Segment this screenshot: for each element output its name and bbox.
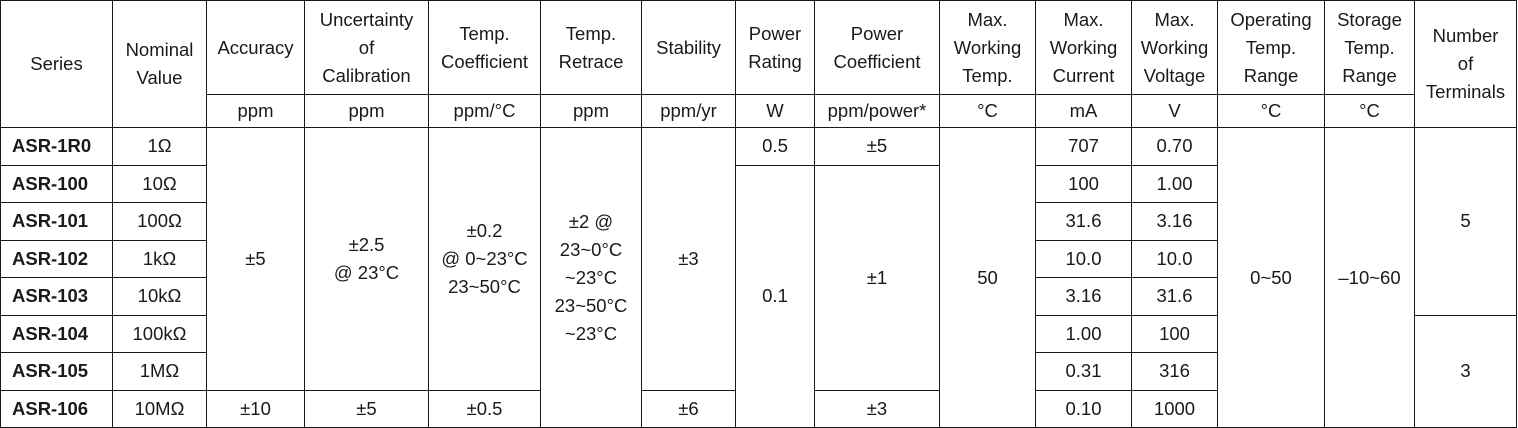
unit-max-working-temp: °C — [939, 94, 1036, 128]
max-working-current-cell: 707 — [1035, 127, 1132, 166]
header-nominal-value: Nominal Value — [112, 0, 207, 128]
unit-uncertainty: ppm — [304, 94, 429, 128]
unit-stability: ppm/yr — [641, 94, 736, 128]
unit-max-working-voltage: V — [1131, 94, 1218, 128]
stability-cell: ±6 — [641, 389, 736, 428]
max-working-current-cell: 1.00 — [1035, 314, 1132, 353]
terminals-cell: 3 — [1414, 314, 1517, 428]
unit-accuracy: ppm — [206, 94, 305, 128]
storage-temp-range-cell: –10~60 — [1324, 127, 1415, 428]
max-working-current-cell: 31.6 — [1035, 202, 1132, 241]
max-working-current-cell: 3.16 — [1035, 277, 1132, 316]
header-accuracy: Accuracy — [206, 0, 305, 95]
unit-temp-coefficient: ppm/°C — [428, 94, 541, 128]
header-max-working-voltage: Max. Working Voltage — [1131, 0, 1218, 95]
nominal-value-cell: 1Ω — [112, 127, 207, 166]
table-row: ASR-100 10Ω 0.1 ±1 100 1.00 — [0, 164, 1517, 428]
nominal-value-cell: 10Ω — [112, 164, 207, 203]
max-working-current-cell: 10.0 — [1035, 239, 1132, 278]
max-working-temp-cell: 50 — [939, 127, 1036, 428]
header-series: Series — [0, 0, 113, 128]
operating-temp-range-cell: 0~50 — [1217, 127, 1325, 428]
header-temp-retrace: Temp. Retrace — [540, 0, 642, 95]
table-row: ASR-1R0 1Ω ±5 ±2.5 @ 23°C ±0.2 @ 0~23°C … — [0, 127, 1517, 428]
series-cell: ASR-100 — [0, 164, 113, 203]
header-operating-temp-range: Operating Temp. Range — [1217, 0, 1325, 95]
max-working-voltage-cell: 10.0 — [1131, 239, 1218, 278]
nominal-value-cell: 100kΩ — [112, 314, 207, 353]
max-working-voltage-cell: 316 — [1131, 352, 1218, 391]
header-max-working-temp: Max. Working Temp. — [939, 0, 1036, 95]
temp-coefficient-cell: ±0.5 — [428, 389, 541, 428]
table-row: ASR-101 100Ω 31.6 3.16 — [0, 202, 1517, 241]
uncertainty-cell: ±5 — [304, 389, 429, 428]
nominal-value-cell: 1MΩ — [112, 352, 207, 391]
power-coefficient-cell: ±3 — [814, 389, 940, 428]
max-working-voltage-cell: 100 — [1131, 314, 1218, 353]
max-working-voltage-cell: 31.6 — [1131, 277, 1218, 316]
max-working-voltage-cell: 3.16 — [1131, 202, 1218, 241]
max-working-current-cell: 0.10 — [1035, 389, 1132, 428]
stability-cell: ±3 — [641, 127, 736, 391]
max-working-current-cell: 100 — [1035, 164, 1132, 203]
header-storage-temp-range: Storage Temp. Range — [1324, 0, 1415, 95]
power-coefficient-cell: ±1 — [814, 164, 940, 391]
unit-temp-retrace: ppm — [540, 94, 642, 128]
table-row: ASR-104 100kΩ 1.00 100 3 — [0, 314, 1517, 428]
header-row: Series Nominal Value Accuracy Uncertaint… — [0, 0, 1517, 128]
nominal-value-cell: 10MΩ — [112, 389, 207, 428]
temp-retrace-cell: ±2 @ 23~0°C ~23°C 23~50°C ~23°C — [540, 127, 642, 428]
unit-operating-temp-range: °C — [1217, 94, 1325, 128]
unit-power-rating: W — [735, 94, 815, 128]
accuracy-cell: ±10 — [206, 389, 305, 428]
unit-storage-temp-range: °C — [1324, 94, 1415, 128]
nominal-value-cell: 100Ω — [112, 202, 207, 241]
nominal-value-cell: 10kΩ — [112, 277, 207, 316]
header-power-rating: Power Rating — [735, 0, 815, 95]
max-working-voltage-cell: 1.00 — [1131, 164, 1218, 203]
max-working-voltage-cell: 1000 — [1131, 389, 1218, 428]
series-cell: ASR-104 — [0, 314, 113, 353]
units-row: ppm ppm ppm/°C ppm ppm/yr W ppm/power* °… — [1, 94, 1517, 128]
temp-coefficient-cell: ±0.2 @ 0~23°C 23~50°C — [428, 127, 541, 391]
header-number-of-terminals: Number of Terminals — [1414, 0, 1517, 128]
accuracy-cell: ±5 — [206, 127, 305, 391]
uncertainty-cell: ±2.5 @ 23°C — [304, 127, 429, 391]
series-cell: ASR-101 — [0, 202, 113, 241]
max-working-voltage-cell: 0.70 — [1131, 127, 1218, 166]
series-cell: ASR-105 — [0, 352, 113, 391]
terminals-cell: 5 — [1414, 127, 1517, 316]
table-row: ASR-102 1kΩ 10.0 10.0 — [0, 239, 1517, 278]
header-stability: Stability — [641, 0, 736, 95]
unit-max-working-current: mA — [1035, 94, 1132, 128]
power-rating-cell: 0.1 — [735, 164, 815, 428]
table-row: ASR-103 10kΩ 3.16 31.6 — [0, 277, 1517, 316]
series-cell: ASR-1R0 — [0, 127, 113, 166]
series-cell: ASR-103 — [0, 277, 113, 316]
power-coefficient-cell: ±5 — [814, 127, 940, 166]
max-working-current-cell: 0.31 — [1035, 352, 1132, 391]
header-uncertainty: Uncertainty of Calibration — [304, 0, 429, 95]
power-rating-cell: 0.5 — [735, 127, 815, 166]
series-cell: ASR-106 — [0, 389, 113, 428]
header-temp-coefficient: Temp. Coefficient — [428, 0, 541, 95]
series-cell: ASR-102 — [0, 239, 113, 278]
header-max-working-current: Max. Working Current — [1035, 0, 1132, 95]
nominal-value-cell: 1kΩ — [112, 239, 207, 278]
unit-power-coefficient: ppm/power* — [814, 94, 940, 128]
header-power-coefficient: Power Coefficient — [814, 0, 940, 95]
